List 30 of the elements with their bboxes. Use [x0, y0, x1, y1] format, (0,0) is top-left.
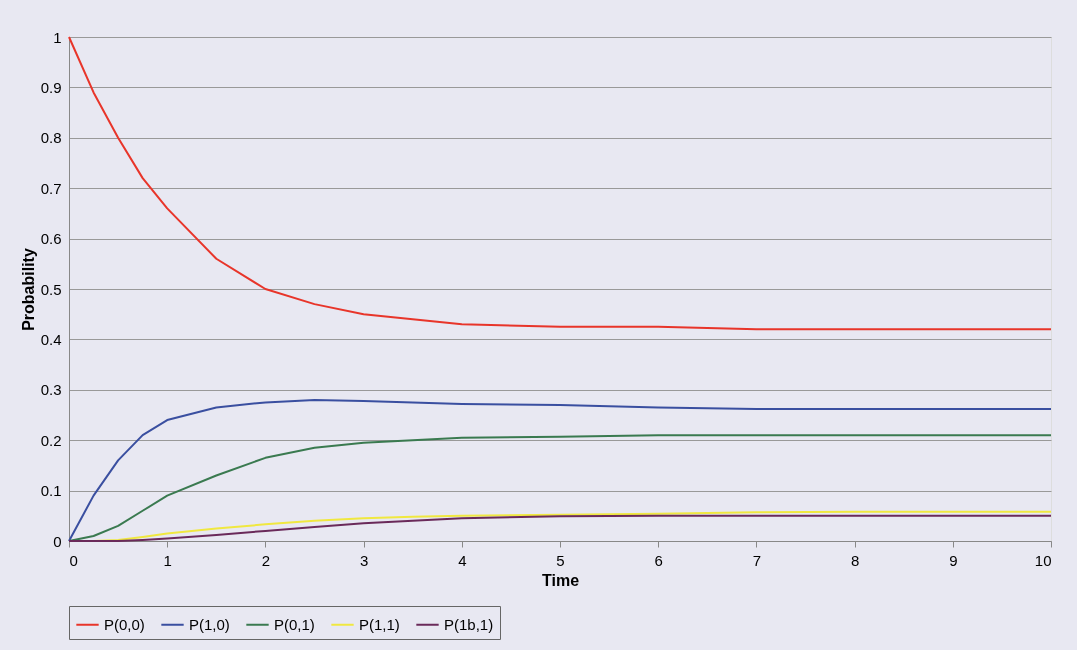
y-axis-title: Probability [19, 248, 37, 331]
y-tick-label: 0.8 [40, 129, 62, 147]
legend-label: P(1b,1) [444, 615, 494, 633]
legend-label: P(0,0) [104, 615, 145, 633]
legend-label: P(1,1) [359, 615, 400, 633]
y-tick-label: 0.9 [40, 78, 62, 96]
y-tick-label: 0.1 [40, 482, 62, 500]
y-tick-label: 0.4 [40, 330, 62, 348]
x-tick-label: 10 [1034, 551, 1052, 569]
x-axis-title: Time [541, 571, 580, 589]
x-tick-label: 3 [359, 551, 369, 569]
x-tick-label: 0 [69, 551, 78, 569]
x-tick-label: 9 [949, 551, 958, 569]
y-tick-label: 0.3 [40, 381, 62, 399]
legend-label: P(1,0) [189, 615, 230, 633]
x-tick-label: 8 [850, 551, 860, 569]
legend-label: P(0,1) [274, 615, 315, 633]
y-tick-label: 0.5 [40, 280, 62, 298]
y-tick-label: 1 [53, 28, 62, 46]
line-series [68, 36, 1052, 331]
x-tick-label: 1 [163, 551, 172, 569]
y-tick-label: 0 [53, 532, 62, 550]
x-tick-label: 5 [556, 551, 565, 569]
x-tick-label: 7 [752, 551, 762, 569]
x-tick-label: 4 [458, 551, 467, 569]
y-tick-label: 0.2 [40, 431, 62, 449]
x-tick-label: 2 [261, 551, 271, 569]
y-tick-label: 0.7 [40, 179, 62, 197]
y-tick-label: 0.6 [40, 230, 62, 248]
x-tick-label: 6 [654, 551, 663, 569]
